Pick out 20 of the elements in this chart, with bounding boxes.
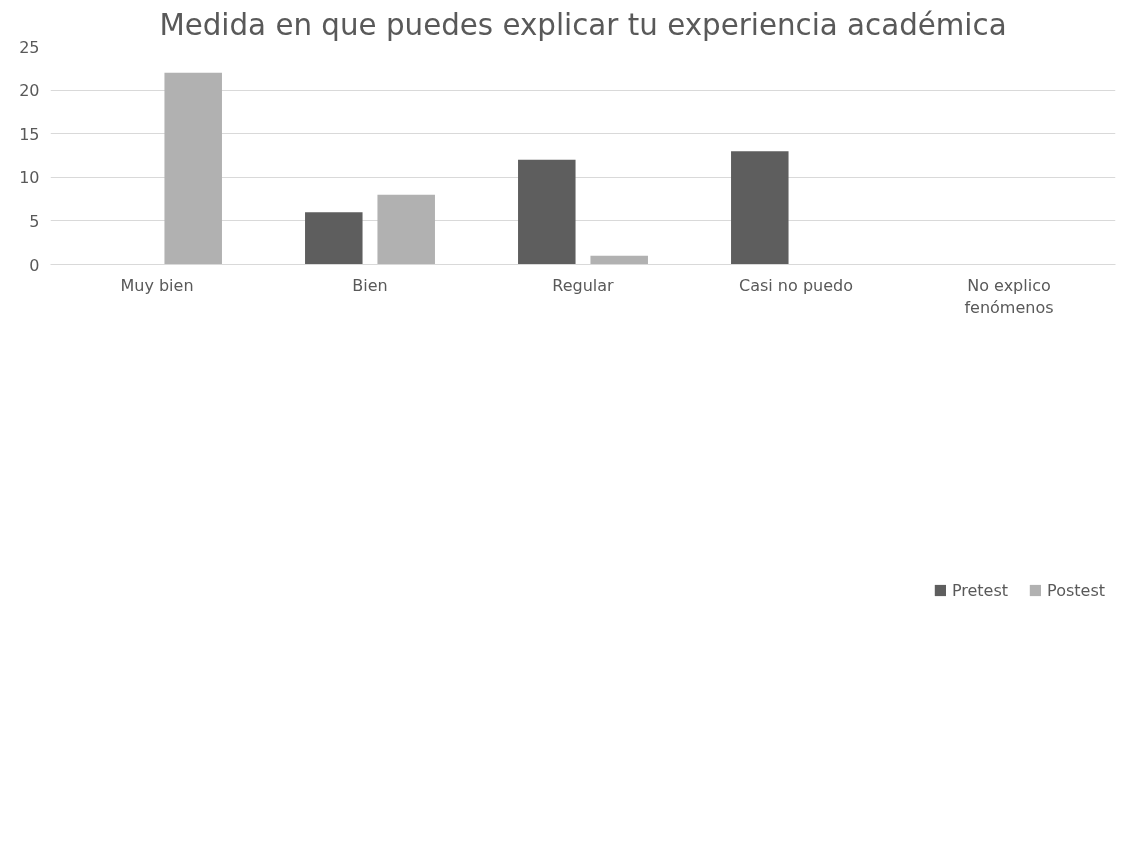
bar <box>164 72 222 265</box>
bar <box>518 159 576 265</box>
y-tick-label: 15 <box>19 124 40 144</box>
y-tick-label: 5 <box>29 211 40 231</box>
x-tick-label: Muy bien <box>120 275 194 295</box>
x-tick-label: Casi no puedo <box>739 275 853 295</box>
y-tick-label: 25 <box>19 37 40 57</box>
y-tick-label: 20 <box>19 81 40 101</box>
legend-label: Pretest <box>951 580 1009 600</box>
bar <box>305 212 363 265</box>
x-tick-label: No explico fenómenos <box>964 275 1054 318</box>
y-tick-label: 10 <box>19 168 40 188</box>
legend-label: Postest <box>1047 580 1105 600</box>
y-tick-label: 0 <box>29 255 40 275</box>
x-tick-label: Bien <box>352 275 388 295</box>
bar <box>377 194 435 265</box>
chart-title: Medida en que puedes explicar tu experiencia académica <box>159 7 1007 42</box>
bar <box>731 151 789 265</box>
x-tick-label: Regular <box>552 275 615 295</box>
bar <box>590 255 648 265</box>
